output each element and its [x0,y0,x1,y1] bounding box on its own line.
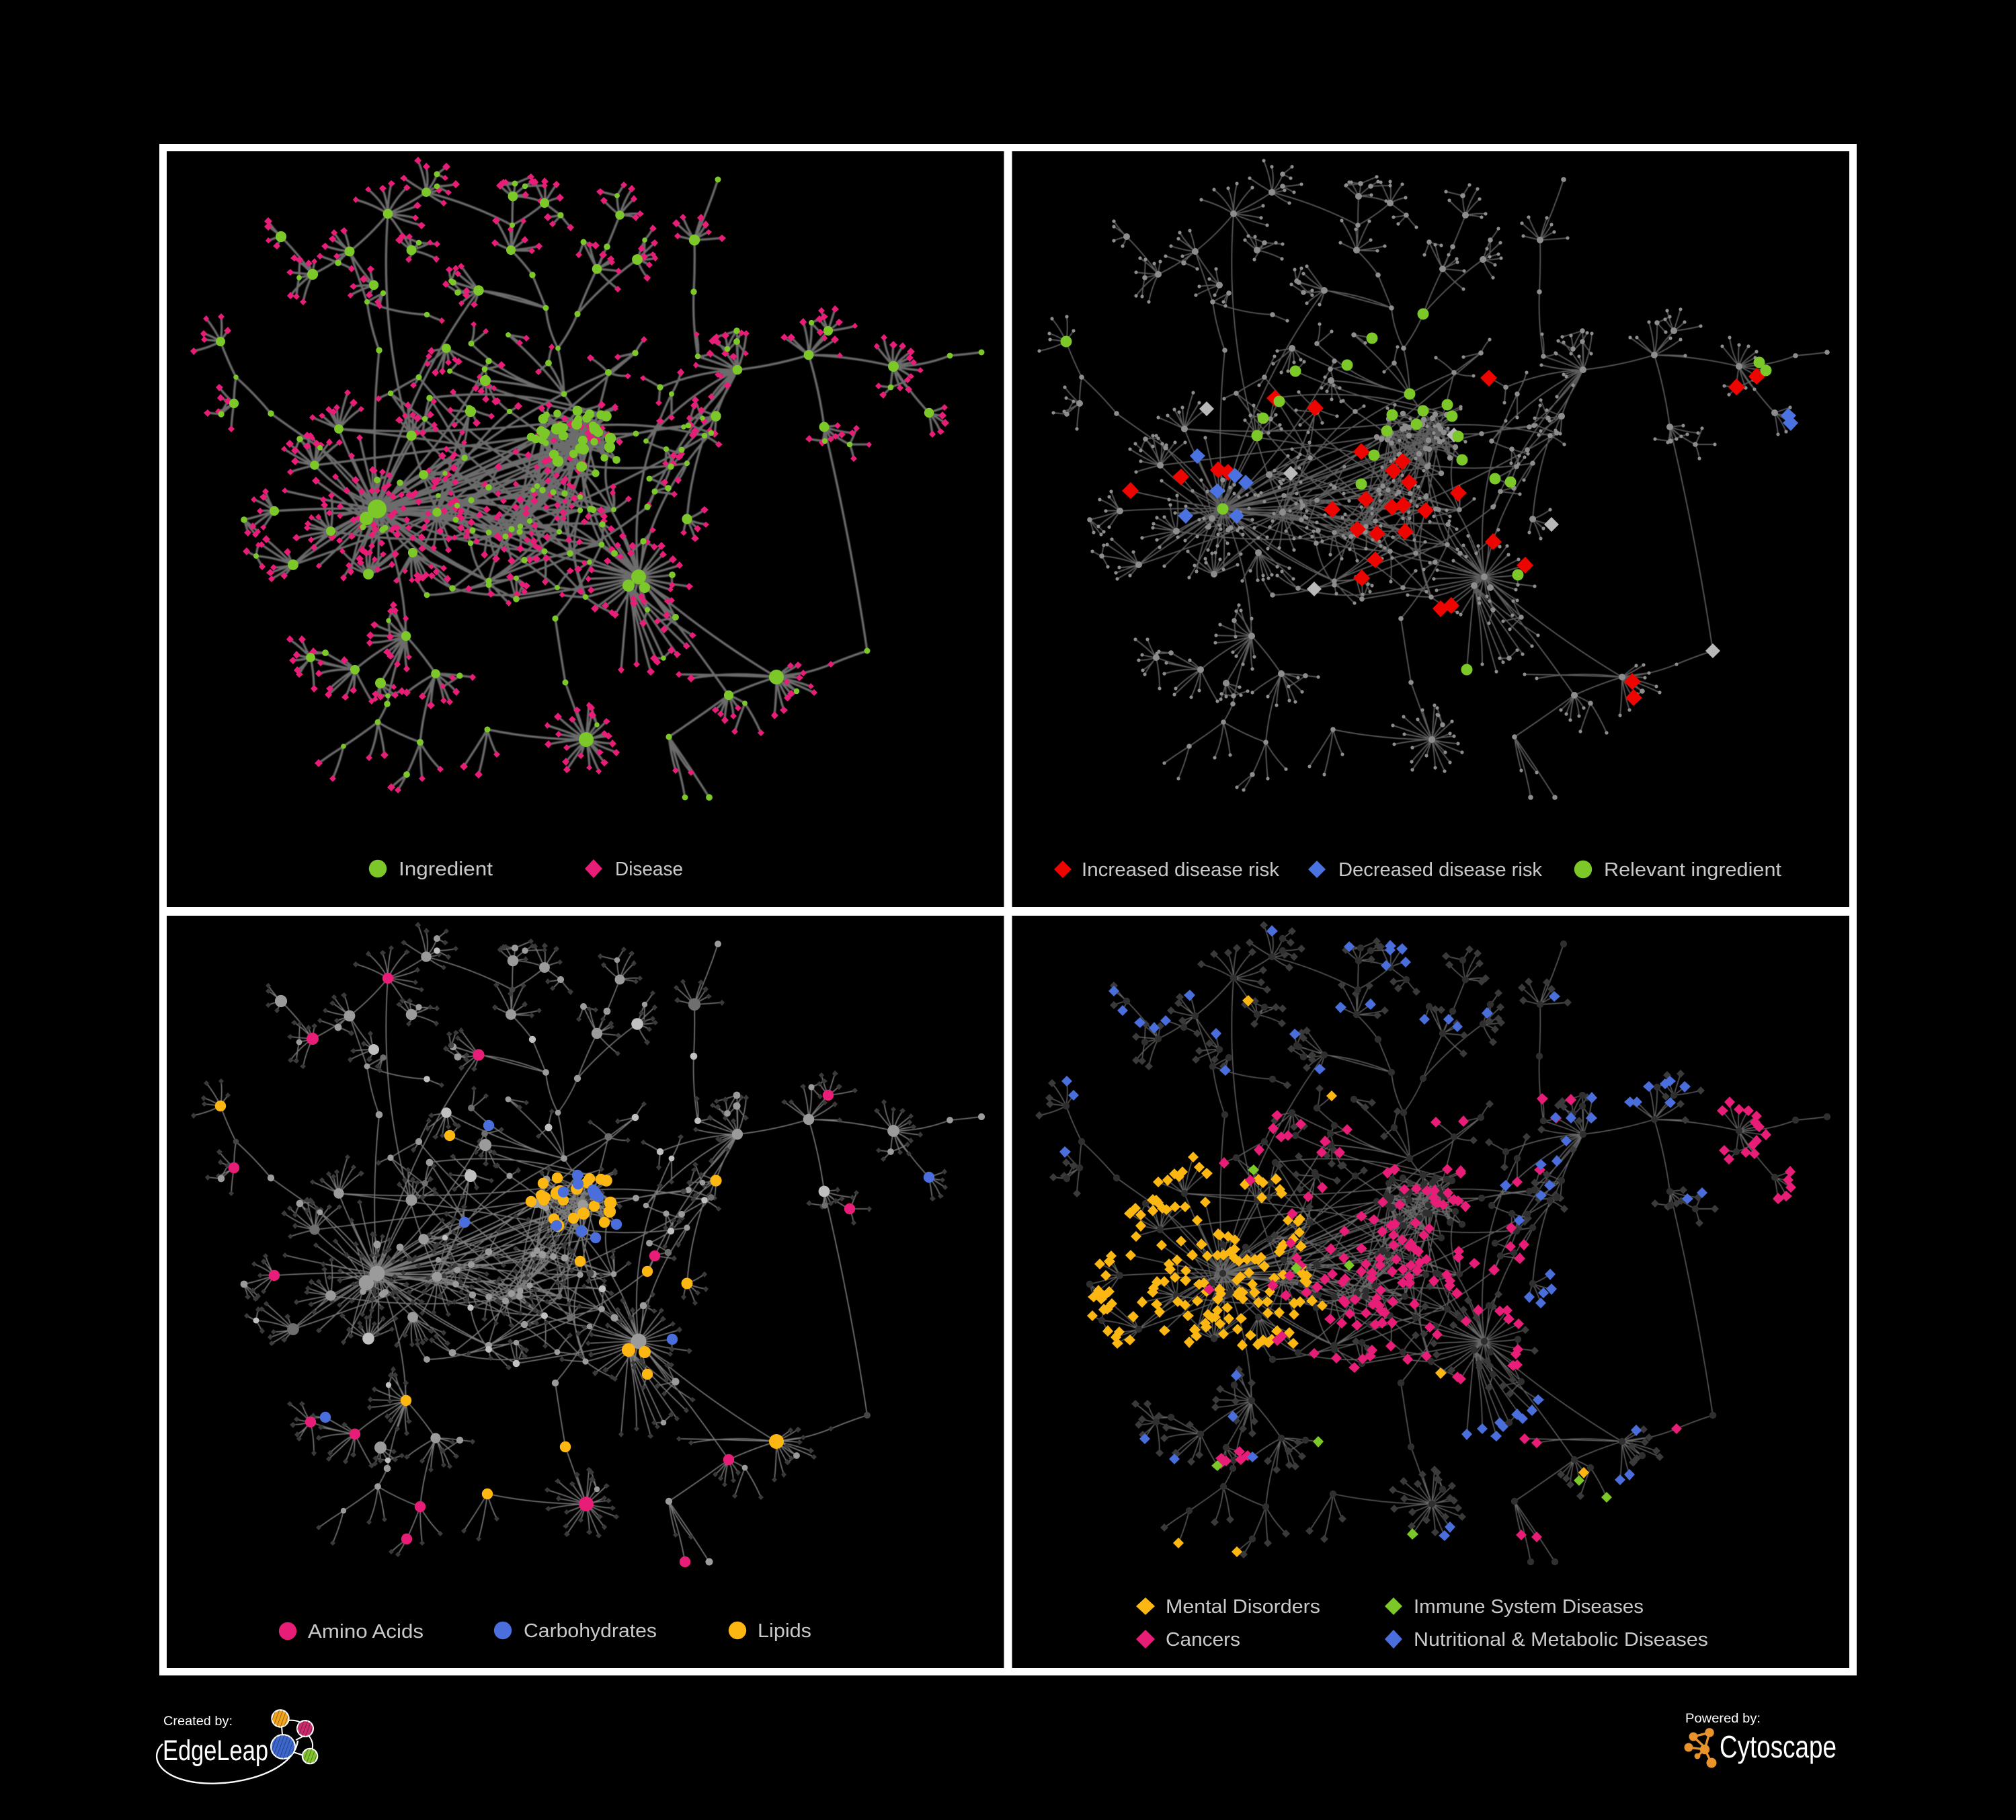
svg-text:Relevant ingredient: Relevant ingredient [1604,859,1781,881]
svg-text:Nutritional & Metabolic Diseas: Nutritional & Metabolic Diseases [1414,1629,1708,1651]
svg-text:Increased disease risk: Increased disease risk [1082,859,1280,881]
svg-text:Cancers: Cancers [1166,1629,1240,1651]
svg-text:Cytoscape: Cytoscape [1720,1729,1837,1764]
svg-text:Ingredient: Ingredient [399,859,493,880]
svg-text:Carbohydrates: Carbohydrates [524,1620,657,1642]
svg-text:Lipids: Lipids [758,1620,811,1642]
svg-text:Disease: Disease [615,859,683,880]
svg-text:Immune System Diseases: Immune System Diseases [1414,1596,1644,1618]
svg-text:Powered by:: Powered by: [1685,1712,1761,1726]
svg-text:Decreased disease risk: Decreased disease risk [1338,859,1543,881]
svg-text:Created by:: Created by: [163,1714,233,1729]
svg-text:Amino Acids: Amino Acids [308,1621,424,1643]
svg-text:EdgeLeap: EdgeLeap [163,1735,268,1767]
svg-text:Mental Disorders: Mental Disorders [1166,1596,1320,1618]
